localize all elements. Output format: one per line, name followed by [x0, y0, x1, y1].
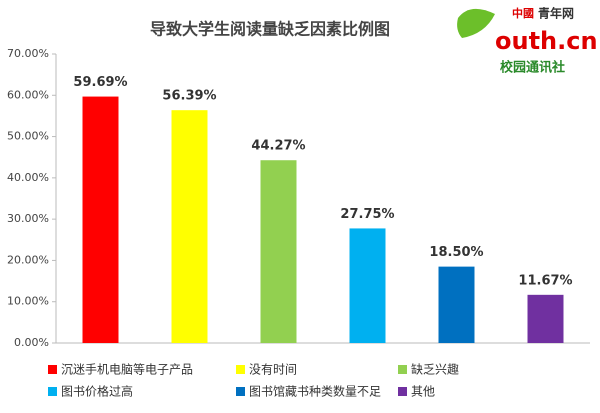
legend-label: 图书馆藏书种类数量不足 — [249, 384, 381, 399]
legend-label: 沉迷手机电脑等电子产品 — [61, 363, 193, 377]
chart-title: 导致大学生阅读量缺乏因素比例图 — [150, 20, 390, 39]
legend-swatch — [236, 387, 245, 396]
legend-swatch — [398, 365, 407, 374]
legend-label: 图书价格过高 — [61, 384, 133, 399]
logo-brand: 中國 — [512, 6, 534, 20]
value-label: 59.69% — [73, 75, 127, 90]
y-tick-label: 20.00% — [7, 253, 49, 266]
bar — [171, 110, 208, 344]
bar — [527, 294, 564, 343]
y-tick-label: 60.00% — [7, 88, 49, 101]
legend-swatch — [398, 387, 407, 396]
legend-label: 缺乏兴趣 — [411, 362, 459, 377]
y-tick-label: 0.00% — [14, 336, 49, 349]
bar — [82, 96, 119, 343]
logo-name: 青年网 — [538, 6, 574, 21]
value-label: 11.67% — [518, 273, 572, 288]
legend-swatch — [48, 365, 57, 374]
y-tick-label: 50.00% — [7, 130, 49, 143]
y-tick-label: 70.00% — [7, 47, 49, 60]
bar — [349, 228, 386, 343]
bar — [260, 160, 297, 343]
logo-site: outh.cn — [495, 27, 598, 55]
value-label: 44.27% — [251, 139, 305, 154]
y-tick-label: 30.00% — [7, 212, 49, 225]
logo-leaf — [457, 8, 495, 38]
legend-swatch — [236, 365, 245, 374]
y-tick-label: 40.00% — [7, 171, 49, 184]
logo: 中國 青年网 outh.cn 校园通讯社 — [457, 6, 598, 76]
logo-sub: 校园通讯社 — [500, 60, 565, 76]
legend-swatch — [48, 387, 57, 396]
value-label: 27.75% — [340, 207, 394, 222]
legend-label: 没有时间 — [249, 362, 297, 377]
bar — [438, 266, 475, 343]
value-label: 56.39% — [162, 89, 216, 104]
y-tick-label: 10.00% — [7, 295, 49, 308]
legend-label: 其他 — [411, 385, 435, 399]
value-label: 18.50% — [429, 245, 483, 260]
